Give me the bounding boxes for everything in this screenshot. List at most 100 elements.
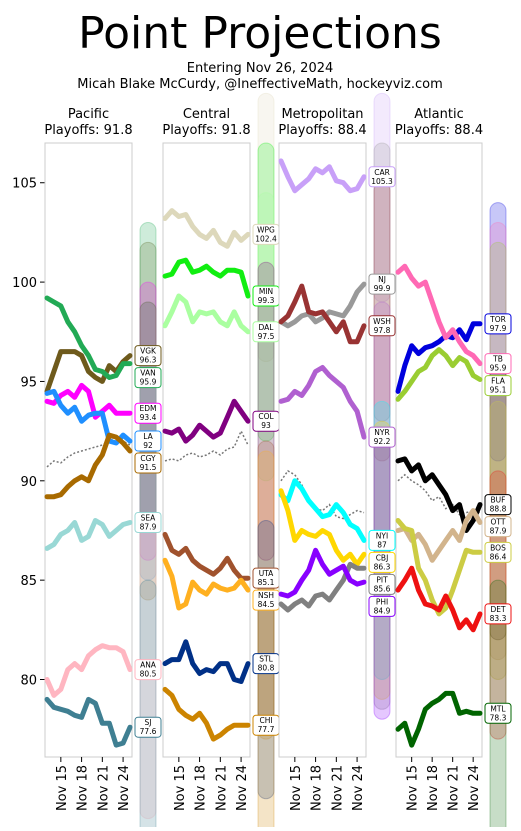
legend-name: TOR xyxy=(489,315,506,324)
legend-name: CBJ xyxy=(376,553,389,562)
label-box xyxy=(368,573,396,595)
chart-title: Point Projections xyxy=(78,8,442,59)
label-box xyxy=(368,529,396,551)
team-line xyxy=(395,456,483,533)
value-label: 77.6 xyxy=(140,727,157,736)
value-label: 78.3 xyxy=(490,713,507,722)
team-line xyxy=(278,281,367,329)
legend-name: COL xyxy=(258,412,274,421)
value-label: 97.8 xyxy=(374,326,391,335)
label-box xyxy=(484,603,512,625)
label-box xyxy=(484,353,512,375)
legend-name: NJ xyxy=(378,275,386,284)
x-tick-label: Nov 18 xyxy=(310,765,325,811)
value-label: 105.3 xyxy=(371,177,393,186)
panel-frame xyxy=(44,142,133,758)
value-label: 99.3 xyxy=(258,296,275,305)
value-label: 87.9 xyxy=(490,527,507,536)
value-label: 95.1 xyxy=(490,386,507,395)
team-line xyxy=(278,158,367,194)
value-label: 77.7 xyxy=(258,725,275,734)
legend-name: PIT xyxy=(376,575,388,584)
value-label: 93 xyxy=(261,421,271,430)
panel-title: Metropolitan xyxy=(281,107,363,122)
value-label: 85.6 xyxy=(374,584,391,593)
legend-name: EDM xyxy=(140,404,157,413)
team-line xyxy=(162,639,251,684)
value-label: 95.9 xyxy=(140,378,157,387)
x-tick-label: Nov 24 xyxy=(235,765,250,811)
value-label: 92 xyxy=(143,441,153,450)
value-label: 99.9 xyxy=(374,284,391,293)
label-box xyxy=(134,512,162,534)
legend-name: MIN xyxy=(259,287,273,296)
x-tick-label: Nov 18 xyxy=(194,765,209,811)
value-label: 86.4 xyxy=(490,552,507,561)
team-line xyxy=(44,696,133,748)
team-line xyxy=(395,690,483,748)
value-label: 93.4 xyxy=(140,413,157,422)
label-box xyxy=(484,516,512,538)
value-label: 97.9 xyxy=(490,324,507,333)
team-line xyxy=(162,531,251,581)
range-bar xyxy=(139,579,157,831)
value-label: 86.3 xyxy=(374,562,391,571)
legend-name: BUF xyxy=(491,496,506,505)
label-box xyxy=(134,452,162,474)
label-box xyxy=(368,315,396,337)
panel-subtitle: Playoffs: 91.8 xyxy=(44,123,132,138)
team-line xyxy=(395,565,483,633)
panel-title: Pacific xyxy=(68,107,109,122)
y-tick-label: 100 xyxy=(12,276,37,291)
legend-name: NYR xyxy=(374,428,389,437)
team-line xyxy=(162,293,251,335)
value-label: 84.9 xyxy=(374,606,391,615)
label-box xyxy=(134,367,162,389)
x-tick-label: Nov 18 xyxy=(76,765,91,811)
legend-name: SJ xyxy=(145,718,152,727)
y-tick-label: 95 xyxy=(20,375,37,390)
value-label: 91.5 xyxy=(140,463,157,472)
legend-name: CAR xyxy=(374,168,390,177)
x-tick-label: Nov 15 xyxy=(55,765,70,811)
legend-name: LA xyxy=(143,432,153,441)
panel-frame xyxy=(395,142,483,758)
label-box xyxy=(484,494,512,516)
legend-name: TB xyxy=(492,355,503,364)
legend-name: SEA xyxy=(141,514,156,523)
value-label: 102.4 xyxy=(255,234,277,243)
y-tick-label: 85 xyxy=(20,574,37,589)
panel-title: Central xyxy=(183,107,230,122)
x-tick-label: Nov 15 xyxy=(289,765,304,811)
x-tick-label: Nov 24 xyxy=(117,765,132,811)
team-line xyxy=(278,365,367,440)
value-label: 87.9 xyxy=(140,523,157,532)
legend-name: PHI xyxy=(376,597,388,606)
team-line xyxy=(395,347,483,402)
x-tick-label: Nov 21 xyxy=(447,765,462,811)
label-box xyxy=(134,716,162,738)
label-box xyxy=(368,273,396,295)
legend-name: VGK xyxy=(140,347,157,356)
x-tick-label: Nov 21 xyxy=(96,765,111,811)
value-label: 97.5 xyxy=(258,332,275,341)
playoff-line xyxy=(280,469,365,520)
range-bar xyxy=(257,579,275,831)
panel-title: Atlantic xyxy=(414,107,463,122)
legend-name: STL xyxy=(259,655,273,664)
label-box xyxy=(484,702,512,724)
label-box xyxy=(368,166,396,188)
panel-subtitle: Playoffs: 88.4 xyxy=(395,123,483,138)
legend-name: WSH xyxy=(373,317,391,326)
team-line xyxy=(44,382,133,420)
value-label: 80.8 xyxy=(258,664,275,673)
label-box xyxy=(134,402,162,424)
x-tick-label: Nov 18 xyxy=(426,765,441,811)
label-box xyxy=(134,659,162,681)
panel-frame xyxy=(162,142,251,758)
value-label: 85.1 xyxy=(258,578,275,587)
team-line xyxy=(162,557,251,611)
legend-name: OTT xyxy=(491,518,506,527)
label-box xyxy=(484,541,512,563)
